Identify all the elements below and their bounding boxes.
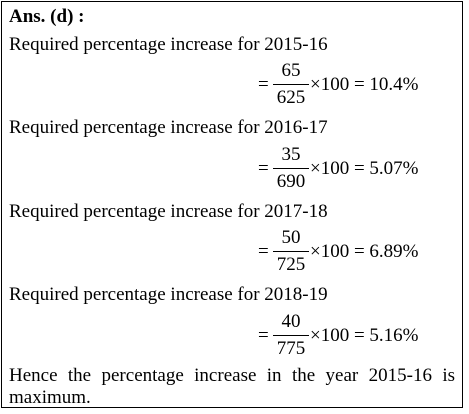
solution-box	[1, 1, 463, 408]
result: ×100 = 6.89%	[310, 241, 419, 262]
step-label-2015-16: Required percentage increase for 2015-16	[9, 34, 328, 55]
answer-label: Ans. (d) :	[9, 6, 85, 27]
numerator: 50	[281, 227, 301, 248]
denominator: 625	[276, 87, 306, 108]
denominator: 725	[276, 254, 306, 275]
fraction-bar	[273, 251, 309, 252]
result: ×100 = 10.4%	[310, 74, 419, 95]
result: ×100 = 5.16%	[310, 325, 419, 346]
step-label-2017-18: Required percentage increase for 2017-18	[9, 201, 328, 222]
result: ×100 = 5.07%	[310, 158, 419, 179]
denominator: 690	[276, 171, 306, 192]
fraction: 40 775	[273, 311, 309, 360]
numerator: 40	[281, 311, 301, 332]
step-label-2018-19: Required percentage increase for 2018-19	[9, 284, 328, 305]
equals-sign: =	[258, 325, 269, 346]
numerator: 35	[281, 144, 301, 165]
numerator: 65	[281, 60, 301, 81]
step-label-2016-17: Required percentage increase for 2016-17	[9, 117, 328, 138]
conclusion-text: Hence the percentage increase in the yea…	[9, 365, 455, 408]
fraction-bar	[273, 84, 309, 85]
fraction: 65 625	[273, 60, 309, 109]
fraction-bar	[273, 335, 309, 336]
fraction-bar	[273, 168, 309, 169]
equals-sign: =	[258, 74, 269, 95]
equals-sign: =	[258, 241, 269, 262]
fraction: 35 690	[273, 144, 309, 193]
equals-sign: =	[258, 158, 269, 179]
denominator: 775	[276, 338, 306, 359]
fraction: 50 725	[273, 227, 309, 276]
